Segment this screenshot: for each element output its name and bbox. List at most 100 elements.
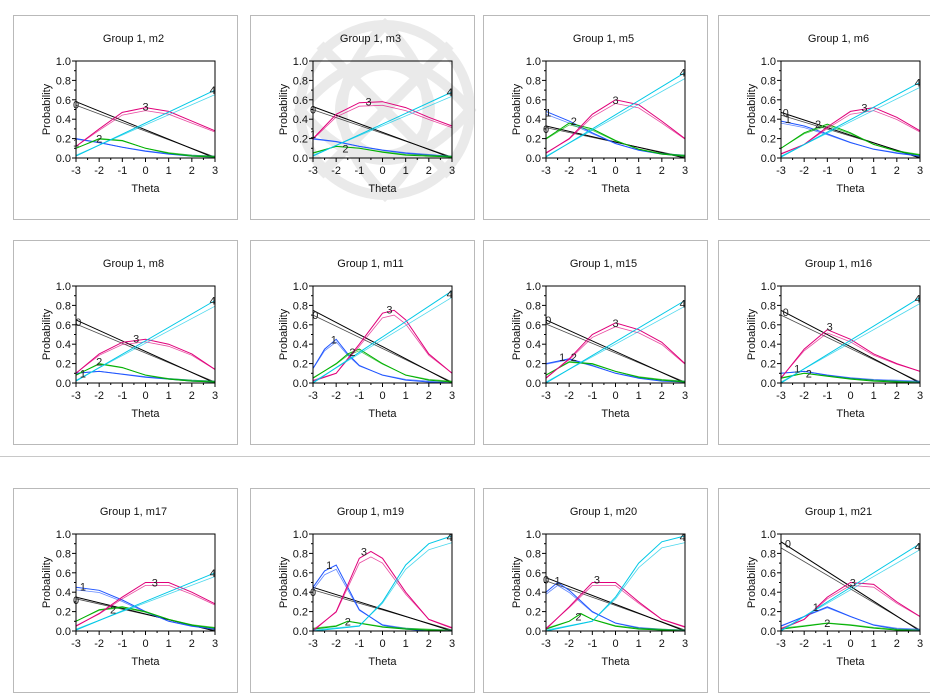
y-tick-label: 0.4 xyxy=(293,114,308,126)
x-axis-title: Theta xyxy=(368,408,397,420)
x-tick-label: 3 xyxy=(917,390,923,402)
y-tick-label: 0.4 xyxy=(526,114,541,126)
chart-panel-5: Group 1, m8 0 1 2 3 4 0.0 0.2 0.4 0.6 0.8 1.0 -3 -2 -1… xyxy=(13,240,238,445)
y-tick-label: 0.0 xyxy=(293,153,308,165)
x-axis-title: Theta xyxy=(131,183,160,195)
y-tick-label: 0.6 xyxy=(761,95,776,107)
x-tick-label: 2 xyxy=(426,390,432,402)
series-label-3: 3 xyxy=(850,578,856,590)
y-tick-label: 0.8 xyxy=(56,75,71,87)
x-tick-label: 1 xyxy=(403,165,409,177)
x-tick-label: -2 xyxy=(331,390,341,402)
x-tick-label: 0 xyxy=(847,165,853,177)
series-label-1: 1 xyxy=(80,581,86,593)
series-label-1: 1 xyxy=(555,576,561,588)
x-tick-label: -3 xyxy=(308,165,318,177)
series-label-4: 4 xyxy=(915,542,921,554)
series-line-4-secondary xyxy=(75,305,216,381)
series-line-2 xyxy=(545,361,686,383)
y-tick-label: 0.4 xyxy=(56,114,71,126)
x-tick-label: 1 xyxy=(166,390,172,402)
x-tick-label: -1 xyxy=(354,638,364,650)
x-tick-label: -2 xyxy=(331,165,341,177)
x-tick-label: -3 xyxy=(71,390,81,402)
y-axis-title: Probability xyxy=(41,556,53,608)
y-tick-label: 0.2 xyxy=(56,359,71,371)
series-label-1: 1 xyxy=(559,352,565,364)
series-label-0: 0 xyxy=(785,539,791,551)
series-label-4: 4 xyxy=(680,68,686,80)
series-label-2: 2 xyxy=(815,119,821,131)
series-label-2: 2 xyxy=(824,618,830,630)
series-line-1-secondary xyxy=(312,568,452,631)
x-tick-label: 3 xyxy=(682,638,688,650)
y-axis-title: Probability xyxy=(41,83,53,135)
series-label-2: 2 xyxy=(575,611,581,623)
x-tick-label: 3 xyxy=(682,165,688,177)
chart-svg: Group 1, m2 0 1 2 3 4 0.0 0.2 0.4 0.6 0.8 1.0 -3 -2 -1… xyxy=(41,33,218,195)
x-tick-label: -1 xyxy=(587,390,597,402)
y-tick-label: 0.6 xyxy=(761,568,776,580)
series-line-3-secondary xyxy=(545,326,686,378)
series-label-2: 2 xyxy=(571,352,577,364)
x-axis-title: Theta xyxy=(601,408,630,420)
y-tick-label: 0.0 xyxy=(761,626,776,638)
x-tick-label: 1 xyxy=(403,390,409,402)
series-line-2 xyxy=(780,622,921,632)
y-axis-title: Probability xyxy=(511,308,523,360)
x-tick-label: -2 xyxy=(94,390,104,402)
series-line-2-secondary xyxy=(545,124,686,156)
y-tick-label: 0.0 xyxy=(293,378,308,390)
y-tick-label: 1.0 xyxy=(526,529,541,541)
series-label-1: 1 xyxy=(813,602,819,614)
series-line-4-secondary xyxy=(312,95,453,156)
x-tick-label: 3 xyxy=(212,390,218,402)
chart-svg: Group 1, m19 0 1 2 3 4 0.0 0.2 0.4 0.6 0.8 1.0 -3 -2 -… xyxy=(278,506,455,668)
y-tick-label: 0.4 xyxy=(761,114,776,126)
series-label-4: 4 xyxy=(680,532,686,544)
chart-panel-2: Group 1, m3 0 1 2 3 4 0.0 0.2 0.4 0.6 0.8 1.0 -3 -2 -1… xyxy=(250,15,475,220)
series-line-4-secondary xyxy=(780,549,921,631)
row-separator xyxy=(0,456,930,457)
x-tick-label: 1 xyxy=(636,390,642,402)
series-line-4-secondary xyxy=(780,87,921,157)
series-line-3 xyxy=(780,329,921,379)
plot-frame xyxy=(545,285,686,384)
series-label-0: 0 xyxy=(783,307,789,319)
series-line-3-secondary xyxy=(312,556,453,631)
series-label-0: 0 xyxy=(312,310,318,322)
y-tick-label: 0.0 xyxy=(293,626,308,638)
series-label-1: 1 xyxy=(331,334,337,346)
x-tick-label: 0 xyxy=(612,390,618,402)
y-tick-label: 0.2 xyxy=(526,607,541,619)
chart-title: Group 1, m15 xyxy=(570,258,637,270)
series-line-2-secondary xyxy=(75,363,216,382)
series-label-2: 2 xyxy=(349,347,355,359)
chart-svg: Group 1, m17 0 1 2 3 4 0.0 0.2 0.4 0.6 0.8 1.0 -3 -2 -… xyxy=(41,506,218,668)
series-line-1-secondary xyxy=(780,122,921,156)
series-line-2-secondary xyxy=(780,622,921,631)
series-line-4-secondary xyxy=(780,303,921,383)
series-label-2: 2 xyxy=(345,616,351,628)
x-tick-label: 0 xyxy=(612,165,618,177)
x-tick-label: 1 xyxy=(871,390,877,402)
series-line-1-secondary xyxy=(312,138,453,157)
x-tick-label: 3 xyxy=(917,638,923,650)
series-line-4-secondary xyxy=(545,78,686,157)
y-tick-label: 1.0 xyxy=(526,56,541,68)
y-axis-title: Probability xyxy=(746,83,758,135)
x-axis-title: Theta xyxy=(836,183,865,195)
series-line-2-secondary xyxy=(312,350,453,382)
chart-title: Group 1, m19 xyxy=(337,506,404,518)
series-label-4: 4 xyxy=(680,298,686,310)
y-tick-label: 1.0 xyxy=(56,281,71,293)
series-label-0: 0 xyxy=(75,317,81,329)
series-label-2: 2 xyxy=(342,143,348,155)
x-tick-label: 2 xyxy=(894,390,900,402)
y-tick-label: 0.6 xyxy=(526,568,541,580)
series-line-3-secondary xyxy=(780,584,921,629)
series-line-3-secondary xyxy=(75,341,216,374)
